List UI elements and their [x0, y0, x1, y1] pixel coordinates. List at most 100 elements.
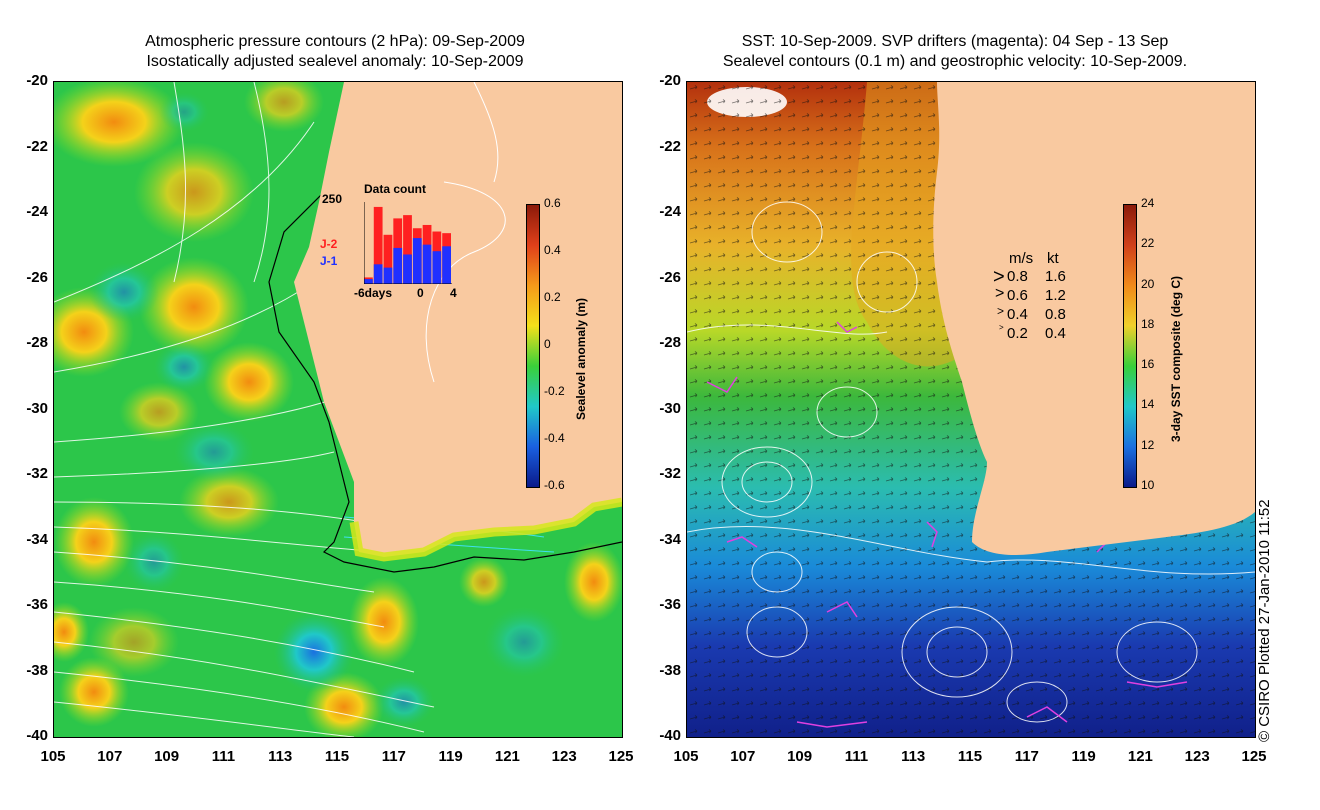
x-tick-label: 109 [787, 748, 813, 765]
colorbar-tick-label: 0.4 [544, 243, 561, 257]
x-tick-label: 119 [1071, 748, 1096, 765]
anomaly-lows [89, 92, 564, 727]
x-tick-label: 125 [608, 748, 634, 765]
colorbar-tick-label: 0.2 [544, 290, 561, 304]
sst-colorbar [1123, 204, 1137, 488]
sealevel-colorbar [526, 204, 540, 488]
x-tick-label: 123 [551, 748, 577, 765]
australia-land [294, 82, 622, 557]
coastal-band [349, 497, 622, 562]
y-tick-label: -30 [659, 399, 681, 417]
x-tick-label: 121 [494, 748, 520, 765]
x-tick-label: 115 [957, 748, 983, 765]
sst-colorbar-label: 3-day SST composite (deg C) [1169, 275, 1183, 442]
y-tick-label: -28 [26, 334, 48, 351]
velocity-legend-kt: 0.8 [1045, 306, 1066, 323]
colorbar-tick-label: -0.6 [544, 478, 565, 492]
colorbar-tick-label: 12 [1141, 437, 1155, 452]
right-title-line2: Sealevel contours (0.1 m) and geostrophi… [722, 53, 1188, 70]
y-tick-label: -38 [659, 661, 681, 679]
x-tick-label: 117 [381, 748, 406, 765]
colorbar-tick-label: 22 [1141, 236, 1155, 251]
velocity-legend-ms: 0.6 [1007, 287, 1028, 304]
y-tick-label: -26 [26, 268, 48, 286]
legend-j2: J-2 [320, 237, 338, 251]
j1-count-bar [373, 264, 383, 284]
x-tick-label: 107 [730, 748, 756, 765]
velocity-legend-ms: 0.4 [1007, 306, 1028, 323]
colorbar-tick-label: -0.4 [544, 431, 565, 445]
colorbar-tick-label: 24 [1141, 196, 1155, 210]
j2-count-bar [403, 215, 412, 284]
j1-count-bar [383, 267, 393, 284]
x-tick-label: 105 [673, 748, 699, 765]
colorbar-tick-label: 14 [1141, 397, 1155, 412]
velocity-legend-header-kt: kt [1047, 250, 1059, 267]
x-tick-label: 115 [324, 748, 350, 765]
sealevel-contours [687, 201, 1255, 723]
y-tick-label: -26 [659, 268, 681, 286]
colorbar-tick-label: 20 [1141, 276, 1155, 291]
left-title-line2: Isostatically adjusted sealevel anomaly:… [146, 53, 524, 70]
j1-count-bar [412, 238, 422, 284]
j1-count-bar [442, 246, 451, 284]
sealevel-colorbar-label: Sealevel anomaly (m) [574, 297, 588, 420]
data-count-xlabel-zero: 0 [417, 286, 424, 300]
y-tick-label: -22 [659, 137, 681, 155]
data-count-xlabel-end: 4 [450, 286, 457, 300]
x-tick-label: 111 [844, 748, 869, 765]
y-tick-label: -40 [26, 727, 48, 744]
velocity-legend-kt: 0.4 [1045, 325, 1066, 342]
y-tick-label: -20 [659, 72, 681, 89]
j2-count-bar [373, 206, 383, 284]
colorbar-tick-label: 10 [1141, 478, 1155, 492]
data-count-title: Data count [364, 182, 427, 196]
velocity-legend-arrow: > [999, 323, 1004, 332]
land-pressure-contour [425, 181, 506, 383]
data-count-ymax: 250 [322, 192, 343, 206]
colorbar-tick-label: -0.2 [544, 384, 565, 398]
copyright-note: © CSIRO Plotted 27-Jan-2010 11:52 [1256, 499, 1273, 742]
left-map: Data count 250 J-2 J-1 -6days 0 4 Sealev… [53, 81, 623, 738]
y-tick-label: -34 [659, 530, 681, 548]
x-tick-label: 107 [97, 748, 123, 765]
colorbar-tick-label: 18 [1141, 316, 1155, 331]
shelf-contour [268, 82, 622, 573]
velocity-legend-arrow: > [997, 304, 1005, 318]
velocity-legend-ms: 0.8 [1007, 268, 1028, 285]
x-tick-label: 119 [438, 748, 463, 765]
y-tick-label: -32 [26, 465, 48, 482]
y-tick-label: -24 [26, 203, 48, 220]
colorbar-tick-label: 16 [1141, 357, 1155, 372]
y-tick-label: -40 [659, 727, 681, 744]
right-title-line1: SST: 10-Sep-2009. SVP drifters (magenta)… [741, 33, 1169, 50]
x-tick-label: 105 [40, 748, 66, 765]
velocity-legend-kt: 1.6 [1045, 268, 1066, 285]
j2-count-bar [383, 234, 393, 284]
svp-drifter-tracks [706, 321, 1188, 728]
velocity-legend-ms: 0.2 [1007, 325, 1028, 342]
right-map: m/s kt >0.8 1.6 >0.6 1.2 >0.4 0.8 >0.2 0.4 3-da… [686, 81, 1256, 738]
y-tick-label: -38 [26, 661, 48, 679]
y-tick-label: -24 [659, 203, 681, 220]
velocity-legend-header-ms: m/s [1009, 250, 1034, 267]
y-tick-label: -20 [26, 72, 48, 89]
colorbar-tick-label: 0.6 [544, 196, 561, 210]
velocity-legend-arrow: > [995, 285, 1005, 302]
x-tick-label: 117 [1014, 748, 1039, 765]
j1-count-bar [432, 251, 442, 284]
x-tick-label: 113 [268, 748, 293, 765]
j1-count-bar [393, 247, 403, 284]
data-count-bars [364, 202, 452, 284]
y-tick-label: -22 [26, 137, 48, 155]
velocity-legend-arrow: > [993, 266, 1005, 288]
y-tick-label: -34 [26, 530, 48, 548]
x-tick-label: 121 [1127, 748, 1153, 765]
sealevel-anomaly-map [54, 82, 622, 737]
y-tick-label: -32 [659, 465, 681, 482]
x-tick-label: 125 [1241, 748, 1267, 765]
y-tick-label: -30 [26, 399, 48, 417]
velocity-legend-kt: 1.2 [1045, 287, 1066, 304]
land-pressure-contour-2 [473, 82, 499, 183]
left-title-line1: Atmospheric pressure contours (2 hPa): 0… [145, 33, 525, 50]
